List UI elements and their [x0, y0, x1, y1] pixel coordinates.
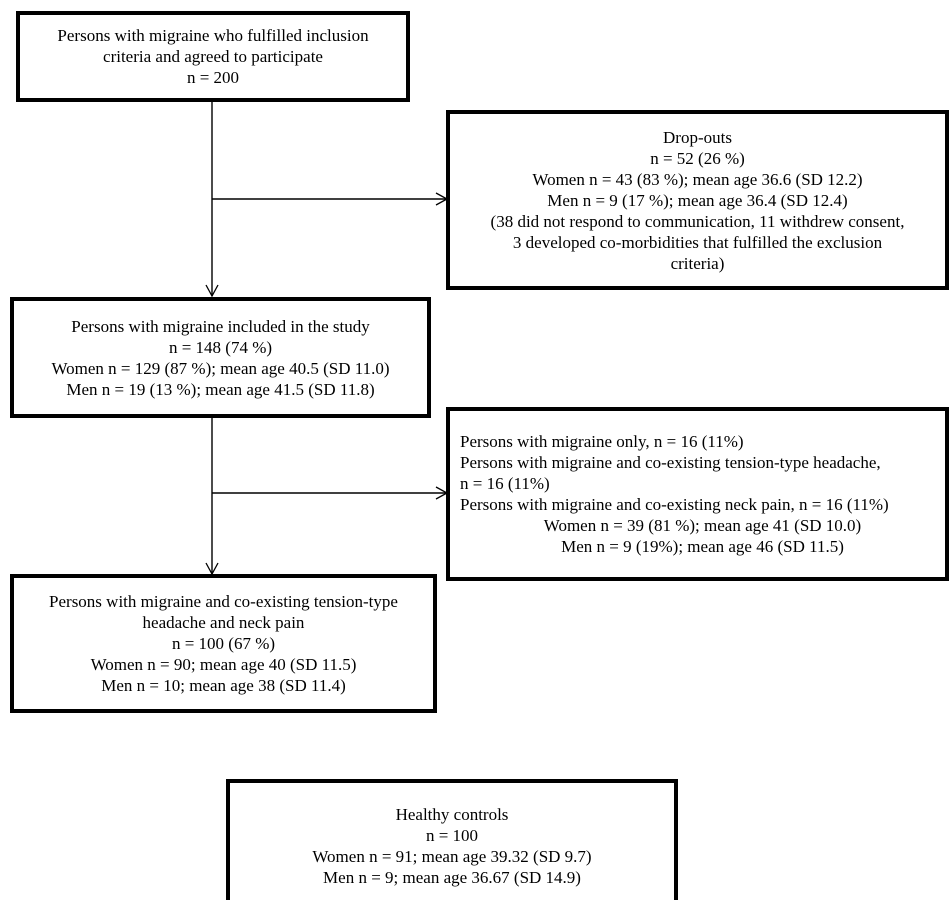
included-line-2: n = 148 (74 %)	[168, 337, 273, 357]
enrolled-box: Persons with migraine who fulfilled incl…	[16, 11, 410, 102]
dropouts-line-3: Women n = 43 (83 %); mean age 36.6 (SD 1…	[532, 169, 863, 189]
subgroups-line-4: Persons with migraine and co-existing ne…	[460, 495, 889, 514]
included-title: Persons with migraine included in the st…	[71, 316, 370, 336]
subgroups-box: Persons with migraine only, n = 16 (11%)…	[446, 407, 949, 581]
dropouts-title: Drop-outs	[663, 127, 732, 147]
enrolled-line-3: n = 200	[186, 68, 240, 87]
coexisting-line-4: Women n = 90; mean age 40 (SD 11.5)	[90, 655, 357, 674]
subgroups-line-1: Persons with migraine only, n = 16 (11%)	[460, 432, 744, 451]
dropouts-line-2: n = 52 (26 %)	[650, 148, 745, 168]
subgroups-line-6: Men n = 9 (19%); mean age 46 (SD 11.5)	[561, 537, 844, 556]
dropouts-line-7: criteria)	[670, 253, 725, 273]
included-box: Persons with migraine included in the st…	[10, 297, 431, 418]
enrolled-line-2: criteria and agreed to participate	[103, 47, 323, 66]
coexisting-title-1: Persons with migraine and co-existing te…	[49, 592, 398, 611]
controls-line-3: Women n = 91; mean age 39.32 (SD 9.7)	[312, 847, 592, 866]
dropouts-line-6: 3 developed co-morbidities that fulfille…	[512, 232, 883, 252]
coexisting-line-3: n = 100 (67 %)	[171, 634, 276, 653]
controls-line-4: Men n = 9; mean age 36.67 (SD 14.9)	[323, 868, 581, 887]
controls-box: Healthy controls n = 100 Women n = 91; m…	[226, 779, 678, 900]
subgroups-line-2: Persons with migraine and co-existing te…	[460, 453, 881, 472]
coexisting-box: Persons with migraine and co-existing te…	[10, 574, 437, 713]
controls-line-2: n = 100	[425, 826, 479, 845]
included-line-4: Men n = 19 (13 %); mean age 41.5 (SD 11.…	[66, 379, 375, 399]
coexisting-title-2: headache and neck pain	[142, 613, 305, 632]
enrolled-line-1: Persons with migraine who fulfilled incl…	[57, 26, 369, 45]
subgroups-line-3: n = 16 (11%)	[460, 474, 550, 493]
controls-title: Healthy controls	[395, 805, 509, 824]
included-line-3: Women n = 129 (87 %); mean age 40.5 (SD …	[51, 358, 390, 378]
dropouts-line-5: (38 did not respond to communication, 11…	[490, 211, 905, 231]
coexisting-line-5: Men n = 10; mean age 38 (SD 11.4)	[101, 676, 346, 695]
subgroups-line-5: Women n = 39 (81 %); mean age 41 (SD 10.…	[543, 516, 862, 535]
dropouts-box: Drop-outs n = 52 (26 %) Women n = 43 (83…	[446, 110, 949, 290]
dropouts-line-4: Men n = 9 (17 %); mean age 36.4 (SD 12.4…	[547, 190, 848, 210]
